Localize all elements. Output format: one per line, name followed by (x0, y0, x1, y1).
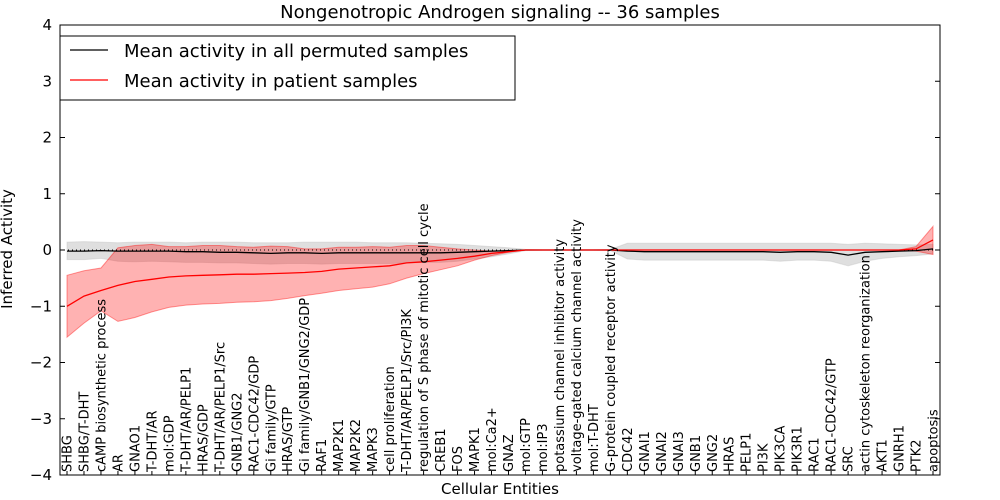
x-tick-label: HRAS/GDP (196, 404, 211, 472)
x-tick-label: PTK2 (910, 439, 925, 472)
y-tick-label: 0 (42, 241, 52, 259)
x-tick-label: GNAO1 (128, 425, 143, 472)
x-tick-label: GNAI2 (655, 431, 670, 472)
line-series-0 (67, 248, 934, 256)
x-tick-label: mol:IP3 (536, 423, 551, 472)
x-tick-label: cell proliferation (383, 366, 398, 472)
band-series-0 (66, 241, 934, 267)
plot-frame (59, 24, 941, 476)
x-tick-label: PIK3CA (774, 425, 789, 472)
x-tick-label: mol:T-DHT (587, 404, 602, 472)
line-series-1 (66, 239, 934, 307)
x-tick-label: GNB1/GNG2 (230, 392, 245, 472)
y-tick-label: 1 (42, 185, 52, 203)
chart-title: Nongenotropic Androgen signaling -- 36 s… (280, 2, 720, 23)
x-tick-label: RAC1 (808, 437, 823, 472)
x-tick-label: voltage-gated calcium channel activity (570, 219, 585, 472)
x-tick-label: MAP2K2 (349, 419, 364, 472)
x-tick-label: mol:GDP (162, 415, 177, 472)
x-tick-label: actin cytoskeleton reorganization (859, 255, 874, 472)
x-tick-label: RAC1-CDC42/GDP (247, 356, 262, 472)
x-tick-label: CDC42 (621, 427, 636, 472)
y-tick-label: 2 (42, 129, 52, 147)
legend: Mean activity in all permuted samples Me… (59, 35, 516, 101)
x-tick-label: AR (111, 454, 126, 472)
x-tick-label: SHBG (61, 435, 76, 472)
x-tick-label: T-DHT/AR/PELP1/Src/PI3K (400, 309, 415, 473)
x-tick-label: MAP2K1 (332, 419, 347, 472)
y-tick-label: −3 (30, 410, 52, 428)
x-tick-label: potassium channel inhibitor activity (553, 239, 568, 472)
x-tick-label: SRC (842, 446, 857, 472)
x-tick-label: MAPK3 (366, 427, 381, 472)
x-tick-label: mol:Ca2+ (485, 407, 500, 472)
x-tick-label: FOS (451, 446, 466, 472)
x-tick-label: PIK3R1 (791, 426, 806, 472)
x-tick-label: HRAS/GTP (281, 407, 296, 472)
x-tick-label: PI3K (757, 443, 772, 472)
band-series-1 (66, 225, 934, 339)
x-axis-label: Cellular Entities (441, 480, 559, 498)
x-tick-label: G-protein coupled receptor activity (604, 244, 619, 472)
x-tick-label: regulation of S phase of mitotic cell cy… (417, 203, 432, 472)
x-tick-label: T-DHT/AR/PELP1 (179, 367, 194, 473)
x-tick-label: RAF1 (315, 439, 330, 472)
x-tick-label: CREB1 (434, 428, 449, 472)
legend-label-permuted: Mean activity in all permuted samples (124, 41, 468, 62)
x-tick-label: Gi family/GTP (264, 384, 279, 472)
y-tick-label: −1 (30, 297, 52, 315)
x-tick-label: cAMP biosynthetic process (95, 299, 110, 472)
series-lines (60, 239, 940, 307)
x-tick-label: MAPK1 (468, 427, 483, 472)
y-axis-ticks: −4 −3 −2 −1 0 1 2 3 4 (30, 16, 940, 484)
x-tick-label: GNG2 (706, 434, 721, 472)
y-tick-label: 4 (42, 16, 52, 34)
y-tick-label: −4 (30, 466, 52, 484)
confidence-bands (66, 225, 934, 339)
legend-box (59, 35, 516, 101)
x-tick-label: mol:GTP (519, 418, 534, 472)
x-tick-label: apoptosis (927, 409, 942, 472)
x-tick-label: SHBG/T-DHT (78, 392, 93, 472)
y-axis-label: Inferred Activity (0, 189, 16, 309)
y-tick-label: −2 (30, 354, 52, 372)
x-tick-label: HRAS (723, 437, 738, 472)
x-tick-label: PELP1 (740, 433, 755, 472)
x-tick-label: T-DHT/AR (145, 411, 160, 473)
y-tick-label: 3 (42, 72, 52, 90)
x-tick-label: T-DHT/AR/PELP1/Src (213, 342, 228, 473)
x-tick-label: GNAZ (502, 434, 517, 472)
x-tick-label: GNAI1 (638, 431, 653, 472)
x-tick-label: GNAI3 (672, 431, 687, 472)
x-axis-ticks: SHBG SHBG/T-DHT cAMP biosynthetic process A… (61, 203, 942, 475)
x-tick-label: GNRH1 (893, 425, 908, 472)
x-tick-label: RAC1-CDC42/GTP (825, 358, 840, 472)
x-tick-label: GNB1 (689, 435, 704, 472)
x-tick-label: AKT1 (876, 439, 891, 472)
legend-label-patient: Mean activity in patient samples (124, 71, 418, 92)
x-tick-label: Gi family/GNB1/GNG2/GDP (298, 298, 313, 472)
